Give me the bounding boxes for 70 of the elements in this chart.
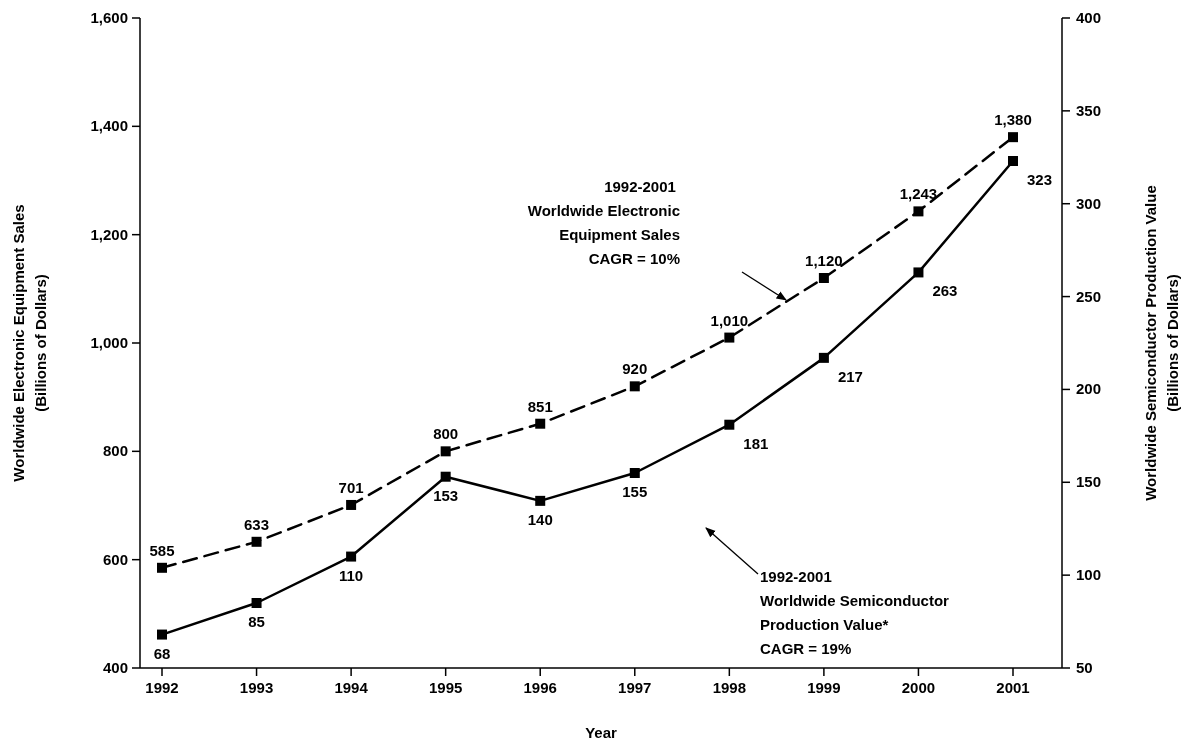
point (157, 629, 167, 640)
y2-tick-label: 150 (1076, 473, 1102, 491)
annotation: 1992-2001 Worldwide Electronic Equipment Sales CAGR = 10% (527, 178, 680, 267)
data-label: 85 (248, 613, 265, 630)
data-label: 155 (622, 483, 648, 500)
point (251, 536, 262, 547)
data-label: 181 (743, 434, 769, 452)
point (724, 419, 735, 430)
x-tick-label: 1999 (807, 679, 841, 696)
point (913, 206, 924, 217)
data-label: 701 (338, 478, 364, 496)
y2-tick-label: 50 (1076, 659, 1093, 676)
data-label: 1,010 (710, 311, 749, 329)
x-tick-label: 1998 (712, 679, 747, 696)
point (818, 352, 829, 363)
x-tick-label: 1993 (239, 679, 274, 696)
x-tick-label: 1995 (428, 679, 463, 696)
point (440, 446, 451, 457)
point (1008, 132, 1018, 143)
y-tick-label: 1,000 (90, 334, 128, 351)
data-label: 800 (433, 425, 459, 443)
y-tick-label: 600 (102, 550, 128, 568)
point (1008, 156, 1018, 166)
point (913, 267, 924, 278)
data-label: 1,243 (899, 185, 938, 203)
x-tick-label: 1992 (145, 679, 179, 696)
x-tick-label: 2000 (901, 679, 936, 696)
point (629, 381, 640, 392)
data-label: 153 (433, 486, 459, 504)
data-label: 851 (527, 397, 553, 415)
y2-tick-label: 250 (1076, 287, 1102, 305)
point (440, 471, 451, 482)
data-label: 1,120 (805, 252, 843, 269)
y-tick-label: 1,600 (90, 9, 128, 26)
data-label: 68 (153, 644, 171, 662)
y-axis-title: Worldwide Electronic Equipment Sales (Billions of Dollars) (10, 204, 49, 482)
point (535, 495, 546, 506)
point (346, 551, 357, 562)
x-tick-label: 1994 (334, 679, 369, 696)
y-tick-label: 1,400 (90, 117, 128, 135)
data-label: 323 (1027, 171, 1053, 188)
point (818, 273, 829, 283)
data-label: 633 (244, 515, 270, 533)
y2-tick-label: 300 (1076, 194, 1102, 212)
data-label: 263 (932, 282, 958, 300)
point (629, 468, 640, 478)
y2-tick-label: 200 (1076, 380, 1102, 398)
point (346, 499, 357, 510)
annotation: 1992-2001 Worldwide Semiconductor Production Value* CAGR = 19% (760, 568, 950, 657)
data-label: 140 (527, 510, 553, 528)
x-tick-label: 2001 (996, 679, 1030, 696)
y-tick-label: 1,200 (90, 225, 128, 243)
data-label: 217 (837, 367, 863, 385)
y2-tick-label: 100 (1076, 566, 1102, 584)
data-label: 110 (339, 566, 364, 584)
x-axis-title: Year (585, 724, 618, 741)
point (251, 598, 262, 608)
data-label: 585 (149, 541, 175, 559)
y2-tick-label: 350 (1076, 101, 1102, 119)
data-label: 1,380 (994, 111, 1032, 129)
y2-tick-label: 400 (1076, 9, 1102, 26)
x-tick-label: 1997 (618, 679, 652, 696)
point (724, 332, 735, 343)
point (157, 562, 167, 573)
y2-axis-title: Worldwide Semiconductor Production Value (Billions of Dollars) (1142, 185, 1181, 501)
y-tick-label: 400 (102, 659, 128, 676)
point (535, 418, 546, 429)
data-label: 920 (622, 360, 648, 378)
y-tick-label: 800 (102, 442, 128, 460)
x-tick-label: 1996 (523, 679, 557, 696)
